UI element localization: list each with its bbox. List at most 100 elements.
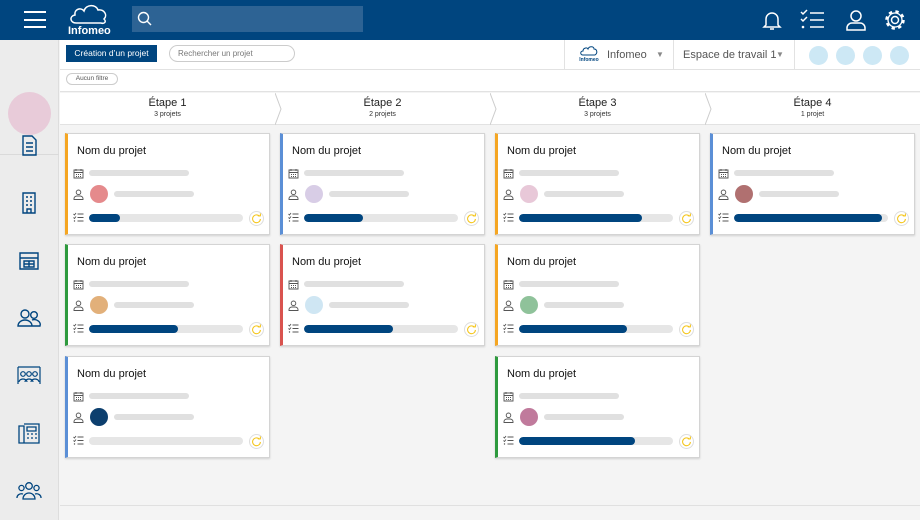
person-icon	[73, 412, 84, 423]
stage-separator	[705, 93, 712, 125]
team-icon[interactable]	[16, 478, 42, 504]
divider	[60, 505, 920, 506]
member-avatar[interactable]	[863, 46, 882, 65]
project-card[interactable]: Nom du projet	[495, 133, 700, 235]
refresh-icon[interactable]	[679, 211, 694, 226]
search-icon	[137, 11, 152, 26]
person-icon	[718, 189, 729, 200]
refresh-icon[interactable]	[249, 434, 264, 449]
stage-1[interactable]: Étape 1 3 projets	[60, 93, 275, 125]
progress-fill	[89, 214, 120, 222]
meeting-icon[interactable]	[16, 363, 42, 389]
stage-separator	[490, 93, 497, 125]
progress-fill	[734, 214, 882, 222]
user-avatar[interactable]	[8, 92, 51, 135]
progress-fill	[304, 325, 394, 333]
owner-avatar	[520, 408, 538, 426]
calculator-icon[interactable]	[16, 248, 42, 274]
stage-count: 3 projets	[154, 111, 181, 118]
logo[interactable]: Infomeo	[68, 3, 111, 37]
document-icon[interactable]	[16, 132, 42, 158]
date-placeholder	[519, 281, 619, 287]
date-placeholder	[519, 170, 619, 176]
person-icon	[288, 300, 299, 311]
filter-chip[interactable]: Aucun filtre	[66, 73, 118, 85]
calendar-icon	[503, 392, 514, 402]
member-avatar[interactable]	[836, 46, 855, 65]
checklist-icon[interactable]	[800, 8, 824, 32]
checklist-icon	[73, 435, 84, 445]
gear-icon[interactable]	[883, 8, 907, 32]
chevron-down-icon: ▼	[656, 50, 664, 59]
project-card[interactable]: Nom du projet	[65, 356, 270, 458]
checklist-icon	[503, 323, 514, 333]
refresh-icon[interactable]	[894, 211, 909, 226]
menu-icon[interactable]	[24, 11, 46, 28]
stage-2[interactable]: Étape 2 2 projets	[275, 93, 490, 125]
user-icon[interactable]	[844, 8, 868, 32]
project-title: Nom du projet	[77, 256, 147, 268]
project-card[interactable]: Nom du projet	[495, 244, 700, 346]
project-card[interactable]: Nom du projet	[280, 244, 485, 346]
bell-icon[interactable]	[760, 8, 784, 32]
progress-bar	[89, 325, 243, 333]
checklist-icon	[503, 212, 514, 222]
owner-placeholder	[329, 302, 409, 308]
refresh-icon[interactable]	[249, 211, 264, 226]
owner-avatar	[305, 296, 323, 314]
project-search-input[interactable]: Rechercher un projet	[169, 45, 295, 62]
owner-avatar	[90, 296, 108, 314]
global-search-input[interactable]	[132, 6, 363, 32]
stage-4[interactable]: Étape 4 1 projet	[705, 93, 920, 125]
member-avatar[interactable]	[809, 46, 828, 65]
progress-fill	[519, 325, 627, 333]
person-icon	[73, 300, 84, 311]
project-card[interactable]: Nom du projet	[495, 356, 700, 458]
chevron-down-icon: ▼	[776, 50, 784, 59]
project-title: Nom du projet	[292, 256, 362, 268]
refresh-icon[interactable]	[249, 322, 264, 337]
workspace-label: Espace de travail 1	[683, 49, 777, 61]
owner-placeholder	[114, 191, 194, 197]
refresh-icon[interactable]	[464, 322, 479, 337]
progress-fill	[304, 214, 363, 222]
owner-placeholder	[759, 191, 839, 197]
create-project-button[interactable]: Création d’un projet	[66, 45, 157, 62]
project-title: Nom du projet	[292, 145, 362, 157]
phone-directory-icon[interactable]	[16, 420, 42, 446]
organization-selector[interactable]: Infomeo Infomeo ▼	[564, 40, 673, 70]
project-title: Nom du projet	[722, 145, 792, 157]
top-bar: Infomeo	[0, 0, 920, 40]
stage-count: 2 projets	[369, 111, 396, 118]
building-icon[interactable]	[16, 190, 42, 216]
progress-bar	[519, 214, 673, 222]
progress-fill	[519, 437, 635, 445]
project-title: Nom du projet	[507, 256, 577, 268]
person-icon	[73, 189, 84, 200]
member-avatar[interactable]	[890, 46, 909, 65]
project-card[interactable]: Nom du projet	[710, 133, 915, 235]
project-card[interactable]: Nom du projet	[65, 133, 270, 235]
date-placeholder	[89, 170, 189, 176]
stage-3[interactable]: Étape 3 3 projets	[490, 93, 705, 125]
progress-bar	[304, 214, 458, 222]
calendar-icon	[503, 280, 514, 290]
owner-avatar	[90, 408, 108, 426]
owner-placeholder	[544, 414, 624, 420]
calendar-icon	[718, 169, 729, 179]
refresh-icon[interactable]	[679, 434, 694, 449]
users-icon[interactable]	[16, 305, 42, 331]
date-placeholder	[89, 281, 189, 287]
project-title: Nom du projet	[507, 368, 577, 380]
cloud-icon	[580, 46, 598, 56]
project-card[interactable]: Nom du projet	[65, 244, 270, 346]
refresh-icon[interactable]	[464, 211, 479, 226]
owner-avatar	[90, 185, 108, 203]
checklist-icon	[288, 323, 299, 333]
owner-placeholder	[544, 302, 624, 308]
workspace-selector[interactable]: Espace de travail 1 ▼	[673, 40, 795, 70]
progress-fill	[519, 214, 643, 222]
project-card[interactable]: Nom du projet	[280, 133, 485, 235]
date-placeholder	[734, 170, 834, 176]
refresh-icon[interactable]	[679, 322, 694, 337]
